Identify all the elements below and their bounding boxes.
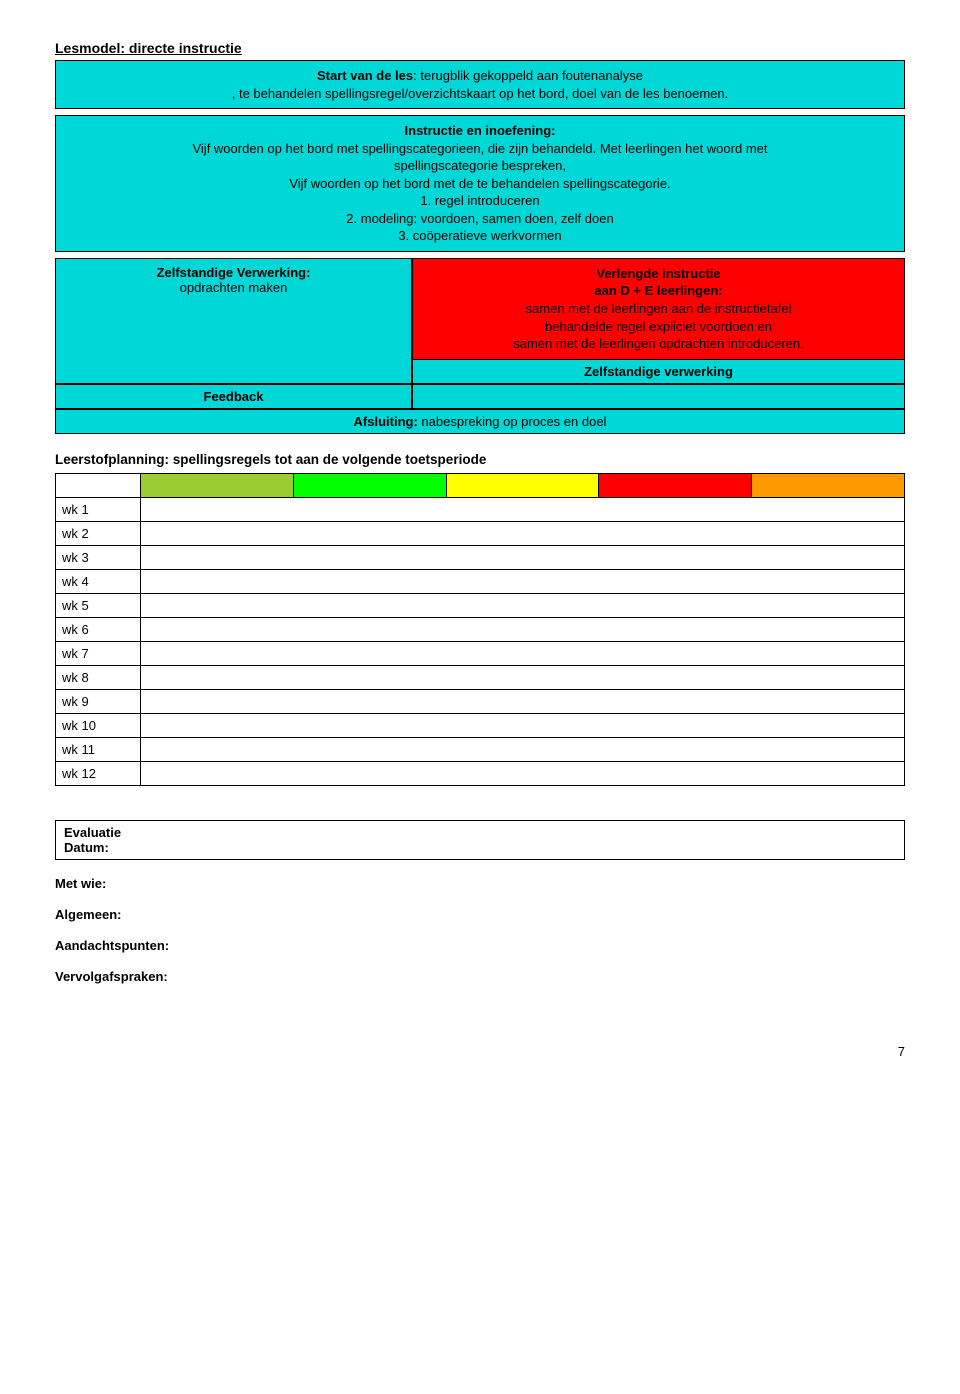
planning-row: wk 12: [56, 761, 905, 785]
instructie-l6: 3. coöperatieve werkvormen: [398, 228, 561, 243]
verlengde-l2: behandelde regel expliciet voordoen en: [545, 319, 772, 334]
evaluatie-datum: Datum:: [64, 840, 896, 855]
start-line2: , te behandelen spellingsregel/overzicht…: [232, 86, 729, 101]
evaluatie-box: Evaluatie Datum:: [55, 820, 905, 860]
planning-color-cell: [446, 473, 599, 497]
planning-color-cell: [293, 473, 446, 497]
planning-row: wk 6: [56, 617, 905, 641]
planning-week-label: wk 12: [56, 761, 141, 785]
planning-cell: [140, 641, 904, 665]
planning-cell: [140, 713, 904, 737]
feedback-label: Feedback: [55, 384, 412, 409]
verlengde-h2: aan D + E leerlingen:: [594, 283, 722, 298]
planning-cell: [140, 689, 904, 713]
planning-color-cell: [599, 473, 752, 497]
instructie-l4: 1. regel introduceren: [420, 193, 539, 208]
page-number: 7: [55, 1044, 905, 1059]
vervolg-label: Vervolgafspraken:: [55, 969, 905, 984]
instructie-box: Instructie en inoefening: Vijf woorden o…: [55, 115, 905, 252]
planning-table: wk 1wk 2wk 3wk 4wk 5wk 6wk 7wk 8wk 9wk 1…: [55, 473, 905, 786]
planning-week-label: wk 11: [56, 737, 141, 761]
verlengde-h1: Verlengde instructie: [596, 266, 720, 281]
metwie-label: Met wie:: [55, 876, 905, 891]
planning-cell: [140, 545, 904, 569]
afsluiting-box: Afsluiting: nabespreking op proces en do…: [55, 409, 905, 434]
planning-week-label: wk 3: [56, 545, 141, 569]
planning-color-cell: [140, 473, 293, 497]
planning-cell: [140, 761, 904, 785]
planning-week-label: wk 4: [56, 569, 141, 593]
zelfstandige-sub: opdrachten maken: [180, 280, 288, 295]
vervolg-text: Vervolgafspraken:: [55, 969, 168, 984]
afsluiting-bold: Afsluiting:: [354, 414, 418, 429]
start-rest: : terugblik gekoppeld aan foutenanalyse: [413, 68, 643, 83]
planning-cell: [140, 737, 904, 761]
feedback-row: Feedback: [55, 384, 905, 409]
planning-cell: [140, 569, 904, 593]
planning-row: wk 9: [56, 689, 905, 713]
planning-week-label: wk 6: [56, 617, 141, 641]
planning-row: wk 8: [56, 665, 905, 689]
planning-row: wk 7: [56, 641, 905, 665]
planning-color-cell: [752, 473, 905, 497]
planning-row: wk 3: [56, 545, 905, 569]
zelfstandige-right: Zelfstandige verwerking: [412, 360, 905, 384]
afsluiting-rest: nabespreking op proces en doel: [418, 414, 607, 429]
algemeen-label: Algemeen:: [55, 907, 905, 922]
planning-week-label: wk 7: [56, 641, 141, 665]
planning-cell: [140, 497, 904, 521]
planning-week-label: wk 10: [56, 713, 141, 737]
planning-row: wk 4: [56, 569, 905, 593]
page-title: Lesmodel: directe instructie: [55, 40, 905, 56]
planning-week-label: wk 8: [56, 665, 141, 689]
instructie-l3: Vijf woorden op het bord met de te behan…: [289, 176, 670, 191]
planning-week-label: wk 1: [56, 497, 141, 521]
planning-week-label: wk 9: [56, 689, 141, 713]
instructie-l2: spellingscategorie bespreken,: [394, 158, 566, 173]
verlengde-box: Verlengde instructie aan D + E leerlinge…: [412, 258, 905, 360]
two-col-row: Zelfstandige Verwerking: opdrachten make…: [55, 258, 905, 384]
start-box: Start van de les: terugblik gekoppeld aa…: [55, 60, 905, 109]
planning-cell: [140, 521, 904, 545]
instructie-l1: Vijf woorden op het bord met spellingsca…: [192, 141, 767, 156]
planning-row: wk 2: [56, 521, 905, 545]
planning-cell: [140, 617, 904, 641]
zelfstandige-heading: Zelfstandige Verwerking:: [157, 265, 311, 280]
planning-week-label: wk 2: [56, 521, 141, 545]
feedback-right: [412, 384, 905, 409]
planning-color-row: [56, 473, 905, 497]
planning-row: wk 11: [56, 737, 905, 761]
planning-row: wk 5: [56, 593, 905, 617]
zelfstandige-left: Zelfstandige Verwerking: opdrachten make…: [55, 258, 412, 384]
start-bold: Start van de les: [317, 68, 413, 83]
planning-corner: [56, 473, 141, 497]
verlengde-l3: samen met de leerlingen opdrachten intro…: [513, 336, 804, 351]
planning-title: Leerstofplanning: spellingsregels tot aa…: [55, 452, 905, 467]
planning-cell: [140, 593, 904, 617]
instructie-heading: Instructie en inoefening:: [405, 123, 556, 138]
evaluatie-heading: Evaluatie: [64, 825, 896, 840]
instructie-l5: 2. modeling: voordoen, samen doen, zelf …: [346, 211, 613, 226]
right-col: Verlengde instructie aan D + E leerlinge…: [412, 258, 905, 384]
planning-row: wk 10: [56, 713, 905, 737]
planning-week-label: wk 5: [56, 593, 141, 617]
planning-row: wk 1: [56, 497, 905, 521]
aandacht-label: Aandachtspunten:: [55, 938, 905, 953]
verlengde-l1: samen met de leerlingen aan de instructi…: [526, 301, 792, 316]
planning-cell: [140, 665, 904, 689]
